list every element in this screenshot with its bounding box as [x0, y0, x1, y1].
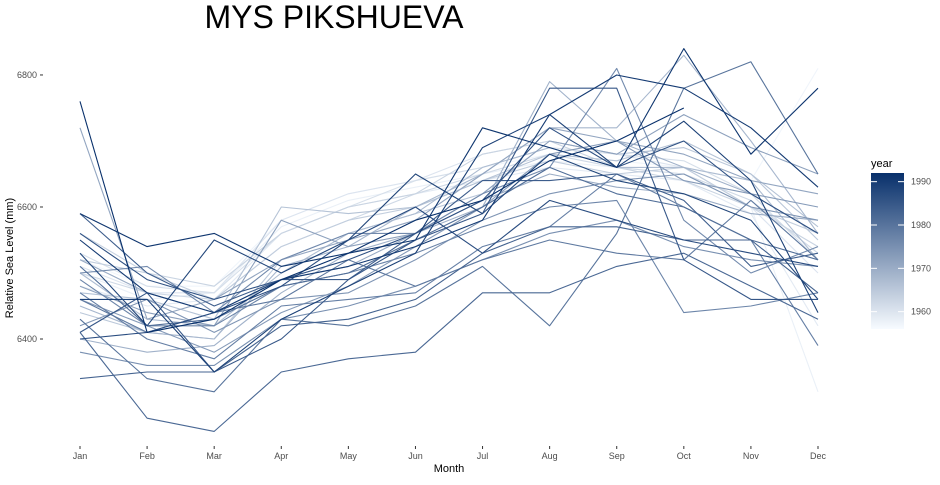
series-line-1978 — [79, 173, 819, 360]
x-axis-label: Month — [434, 463, 465, 475]
colorbar-tick-label: 1980 — [911, 220, 931, 230]
x-tick-label: Dec — [810, 451, 827, 461]
x-tick-label: Aug — [542, 451, 558, 461]
chart-title: MYS PIKSHUEVA — [204, 0, 464, 35]
x-tick-label: Jan — [73, 451, 88, 461]
x-tick-label: Jul — [477, 451, 489, 461]
series-line-1982 — [79, 252, 819, 432]
series-line-1970 — [79, 173, 819, 314]
y-axis: 6400 6600 6800 — [17, 70, 43, 344]
series-line-1980 — [79, 61, 819, 393]
series-line-1969 — [79, 81, 819, 353]
x-tick-label: Apr — [274, 451, 288, 461]
colorbar-tick-label: 1990 — [911, 177, 931, 187]
series-line-1988 — [79, 153, 819, 327]
series-line-1977 — [79, 199, 819, 327]
series-line-1976 — [79, 67, 819, 314]
series-line-1991 — [79, 48, 819, 267]
series-line-1957 — [79, 68, 819, 287]
x-axis: Jan Feb Mar Apr May Jun Jul Aug Sep Oct Nov Dec — [73, 446, 827, 461]
series-line-1971 — [79, 127, 819, 320]
series-line-1987 — [79, 199, 819, 340]
series-line-1983 — [79, 226, 819, 380]
x-tick-label: May — [340, 451, 358, 461]
series-line-1963 — [79, 140, 819, 287]
colorbar — [871, 173, 904, 329]
y-tick-label: 6600 — [17, 202, 37, 212]
series-line-1992 — [79, 101, 685, 333]
series-line-1985 — [79, 87, 818, 373]
y-tick-label: 6800 — [17, 70, 37, 80]
y-axis-label: Relative Sea Level (mm) — [4, 198, 16, 318]
x-tick-label: Mar — [206, 451, 222, 461]
series-line-1968 — [79, 54, 819, 340]
colorbar-ticks: 1960 1970 1980 1990 — [871, 177, 931, 317]
colorbar-legend: year 1960 1970 1980 1990 — [871, 158, 931, 329]
x-tick-label: Feb — [139, 451, 155, 461]
series-line-1986 — [79, 127, 819, 300]
series-lines — [79, 48, 819, 432]
series-line-1989 — [80, 114, 819, 373]
x-tick-label: Oct — [677, 451, 692, 461]
x-tick-label: Nov — [743, 451, 760, 461]
colorbar-tick-label: 1970 — [911, 263, 931, 273]
legend-title: year — [871, 158, 893, 170]
x-tick-label: Jun — [408, 451, 423, 461]
colorbar-tick-label: 1960 — [911, 307, 931, 317]
series-line-1981 — [79, 166, 819, 327]
series-line-1984 — [79, 173, 819, 307]
x-tick-label: Sep — [609, 451, 625, 461]
y-tick-label: 6400 — [17, 334, 37, 344]
series-line-1990 — [79, 74, 819, 314]
